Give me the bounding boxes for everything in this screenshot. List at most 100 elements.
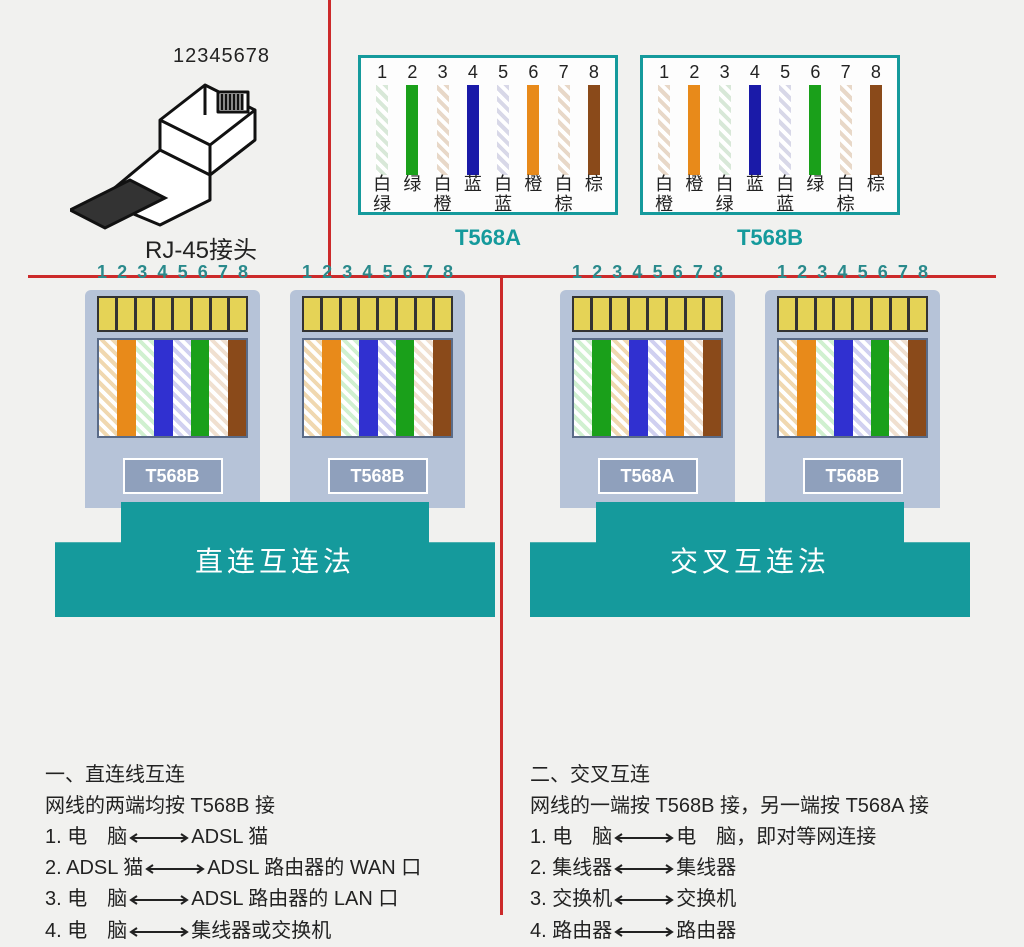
rj45-connector: 12345678T568B (85, 290, 260, 508)
rj45-connector: 12345678T568A (560, 290, 735, 508)
desc-subheader: 网线的两端均按 T568B 接 (45, 791, 485, 822)
pin-number: 1 (377, 62, 387, 83)
item-right: 集线器或交换机 (191, 920, 331, 942)
panel-straight-through: 12345678T568B12345678T568B 直连互连法 (55, 290, 495, 617)
pin-number: 2 (407, 62, 417, 83)
rj45-pin-numbers: 12345678 (173, 45, 270, 68)
wire-label: 棕 (832, 195, 860, 215)
wire-label (741, 195, 769, 215)
wire-label: 橙 (519, 175, 547, 195)
rj45-connector: 12345678T568B (290, 290, 465, 508)
wire-stripe (779, 85, 791, 175)
description-item: 2. 集线器集线器 (530, 853, 970, 884)
wire-stripe (719, 85, 731, 175)
bidirectional-arrow-icon (127, 916, 191, 947)
wire-label: 橙 (680, 175, 708, 195)
wire-label (580, 195, 608, 215)
connector-pin-numbers: 12345678 (777, 262, 928, 283)
wire-label: 蓝 (489, 195, 517, 215)
wire-label: 橙 (429, 195, 457, 215)
wire-stripe (497, 85, 509, 175)
standard-box-t568b: 12345678 白橙白蓝白绿白棕 橙绿蓝棕 (640, 55, 900, 215)
pin-number: 6 (810, 62, 820, 83)
wire-label (801, 195, 829, 215)
wire-label (680, 195, 708, 215)
item-right: 交换机 (676, 888, 736, 910)
standard-box-t568a: 12345678 白绿白蓝白橙白棕 绿橙蓝棕 (358, 55, 618, 215)
wire-label: 绿 (711, 195, 739, 215)
wire-window (777, 338, 928, 438)
description-item: 3. 电 脑 ADSL 路由器的 LAN 口 (45, 884, 485, 915)
wire-label: 白 (489, 175, 517, 195)
wire-label: 绿 (801, 175, 829, 195)
wire-window (572, 338, 723, 438)
pin-number: 3 (720, 62, 730, 83)
desc-header: 二、交叉互连 (530, 760, 970, 791)
gold-pins (777, 296, 928, 332)
connector-pin-numbers: 12345678 (572, 262, 723, 283)
wire-column: 8 (580, 62, 608, 175)
wire-column: 7 (832, 62, 860, 175)
wire-label: 白 (771, 175, 799, 195)
description-item: 1. 电 脑电 脑，即对等网连接 (530, 822, 970, 853)
item-left: 电 脑 (552, 826, 612, 848)
pin-number: 1 (659, 62, 669, 83)
pin-number: 4 (468, 62, 478, 83)
wire-column: 4 (459, 62, 487, 175)
wire-stripe (527, 85, 539, 175)
item-left: 路由器 (552, 920, 612, 942)
bidirectional-arrow-icon (127, 885, 191, 916)
wire-column: 2 (398, 62, 426, 175)
desc-header: 一、直连线互连 (45, 760, 485, 791)
item-number: 2. (45, 857, 62, 879)
item-right: ADSL 路由器的 LAN 口 (191, 888, 398, 910)
wire-label: 棕 (862, 175, 890, 195)
wire-stripe (467, 85, 479, 175)
pin-number: 4 (750, 62, 760, 83)
item-left: 电 脑 (67, 888, 127, 910)
connector-badge: T568B (123, 458, 223, 494)
standard-title-t568a: T568A (358, 225, 618, 251)
item-number: 4. (45, 920, 62, 942)
rj45-connector: 12345678T568B (765, 290, 940, 508)
desc-subheader: 网线的一端按 T568B 接，另一端按 T568A 接 (530, 791, 970, 822)
wire-column: 3 (711, 62, 739, 175)
wire-label: 棕 (580, 175, 608, 195)
pin-number: 2 (689, 62, 699, 83)
connector-badge: T568A (598, 458, 698, 494)
item-left: ADSL 猫 (66, 857, 143, 879)
wire-label: 白 (650, 175, 678, 195)
connector-badge: T568B (328, 458, 428, 494)
item-number: 3. (530, 888, 547, 910)
wire-stripe (588, 85, 600, 175)
wire-stripe (437, 85, 449, 175)
connector-badge: T568B (803, 458, 903, 494)
item-left: 电 脑 (67, 826, 127, 848)
wire-column: 5 (771, 62, 799, 175)
pin-number: 6 (528, 62, 538, 83)
bidirectional-arrow-icon (127, 822, 191, 853)
wire-column: 1 (650, 62, 678, 175)
wire-label: 白 (711, 175, 739, 195)
bidirectional-arrow-icon (612, 885, 676, 916)
item-number: 3. (45, 888, 62, 910)
pin-number: 3 (438, 62, 448, 83)
wire-label (459, 195, 487, 215)
wire-column: 4 (741, 62, 769, 175)
item-left: 电 脑 (67, 920, 127, 942)
wire-window (97, 338, 248, 438)
panel-crossover: 12345678T568A12345678T568B 交叉互连法 (530, 290, 970, 617)
wire-stripe (558, 85, 570, 175)
wire-column: 6 (519, 62, 547, 175)
wire-column: 7 (550, 62, 578, 175)
item-right: 路由器 (676, 920, 736, 942)
description-item: 1. 电 脑ADSL 猫 (45, 822, 485, 853)
gold-pins (302, 296, 453, 332)
gold-pins (97, 296, 248, 332)
connector-pin-numbers: 12345678 (97, 262, 248, 283)
connector-pin-numbers: 12345678 (302, 262, 453, 283)
wire-stripe (809, 85, 821, 175)
rj45-caption: RJ-45接头 (145, 230, 257, 265)
description-item: 2. ADSL 猫ADSL 路由器的 WAN 口 (45, 853, 485, 884)
rj45-connector-icon (70, 70, 280, 230)
